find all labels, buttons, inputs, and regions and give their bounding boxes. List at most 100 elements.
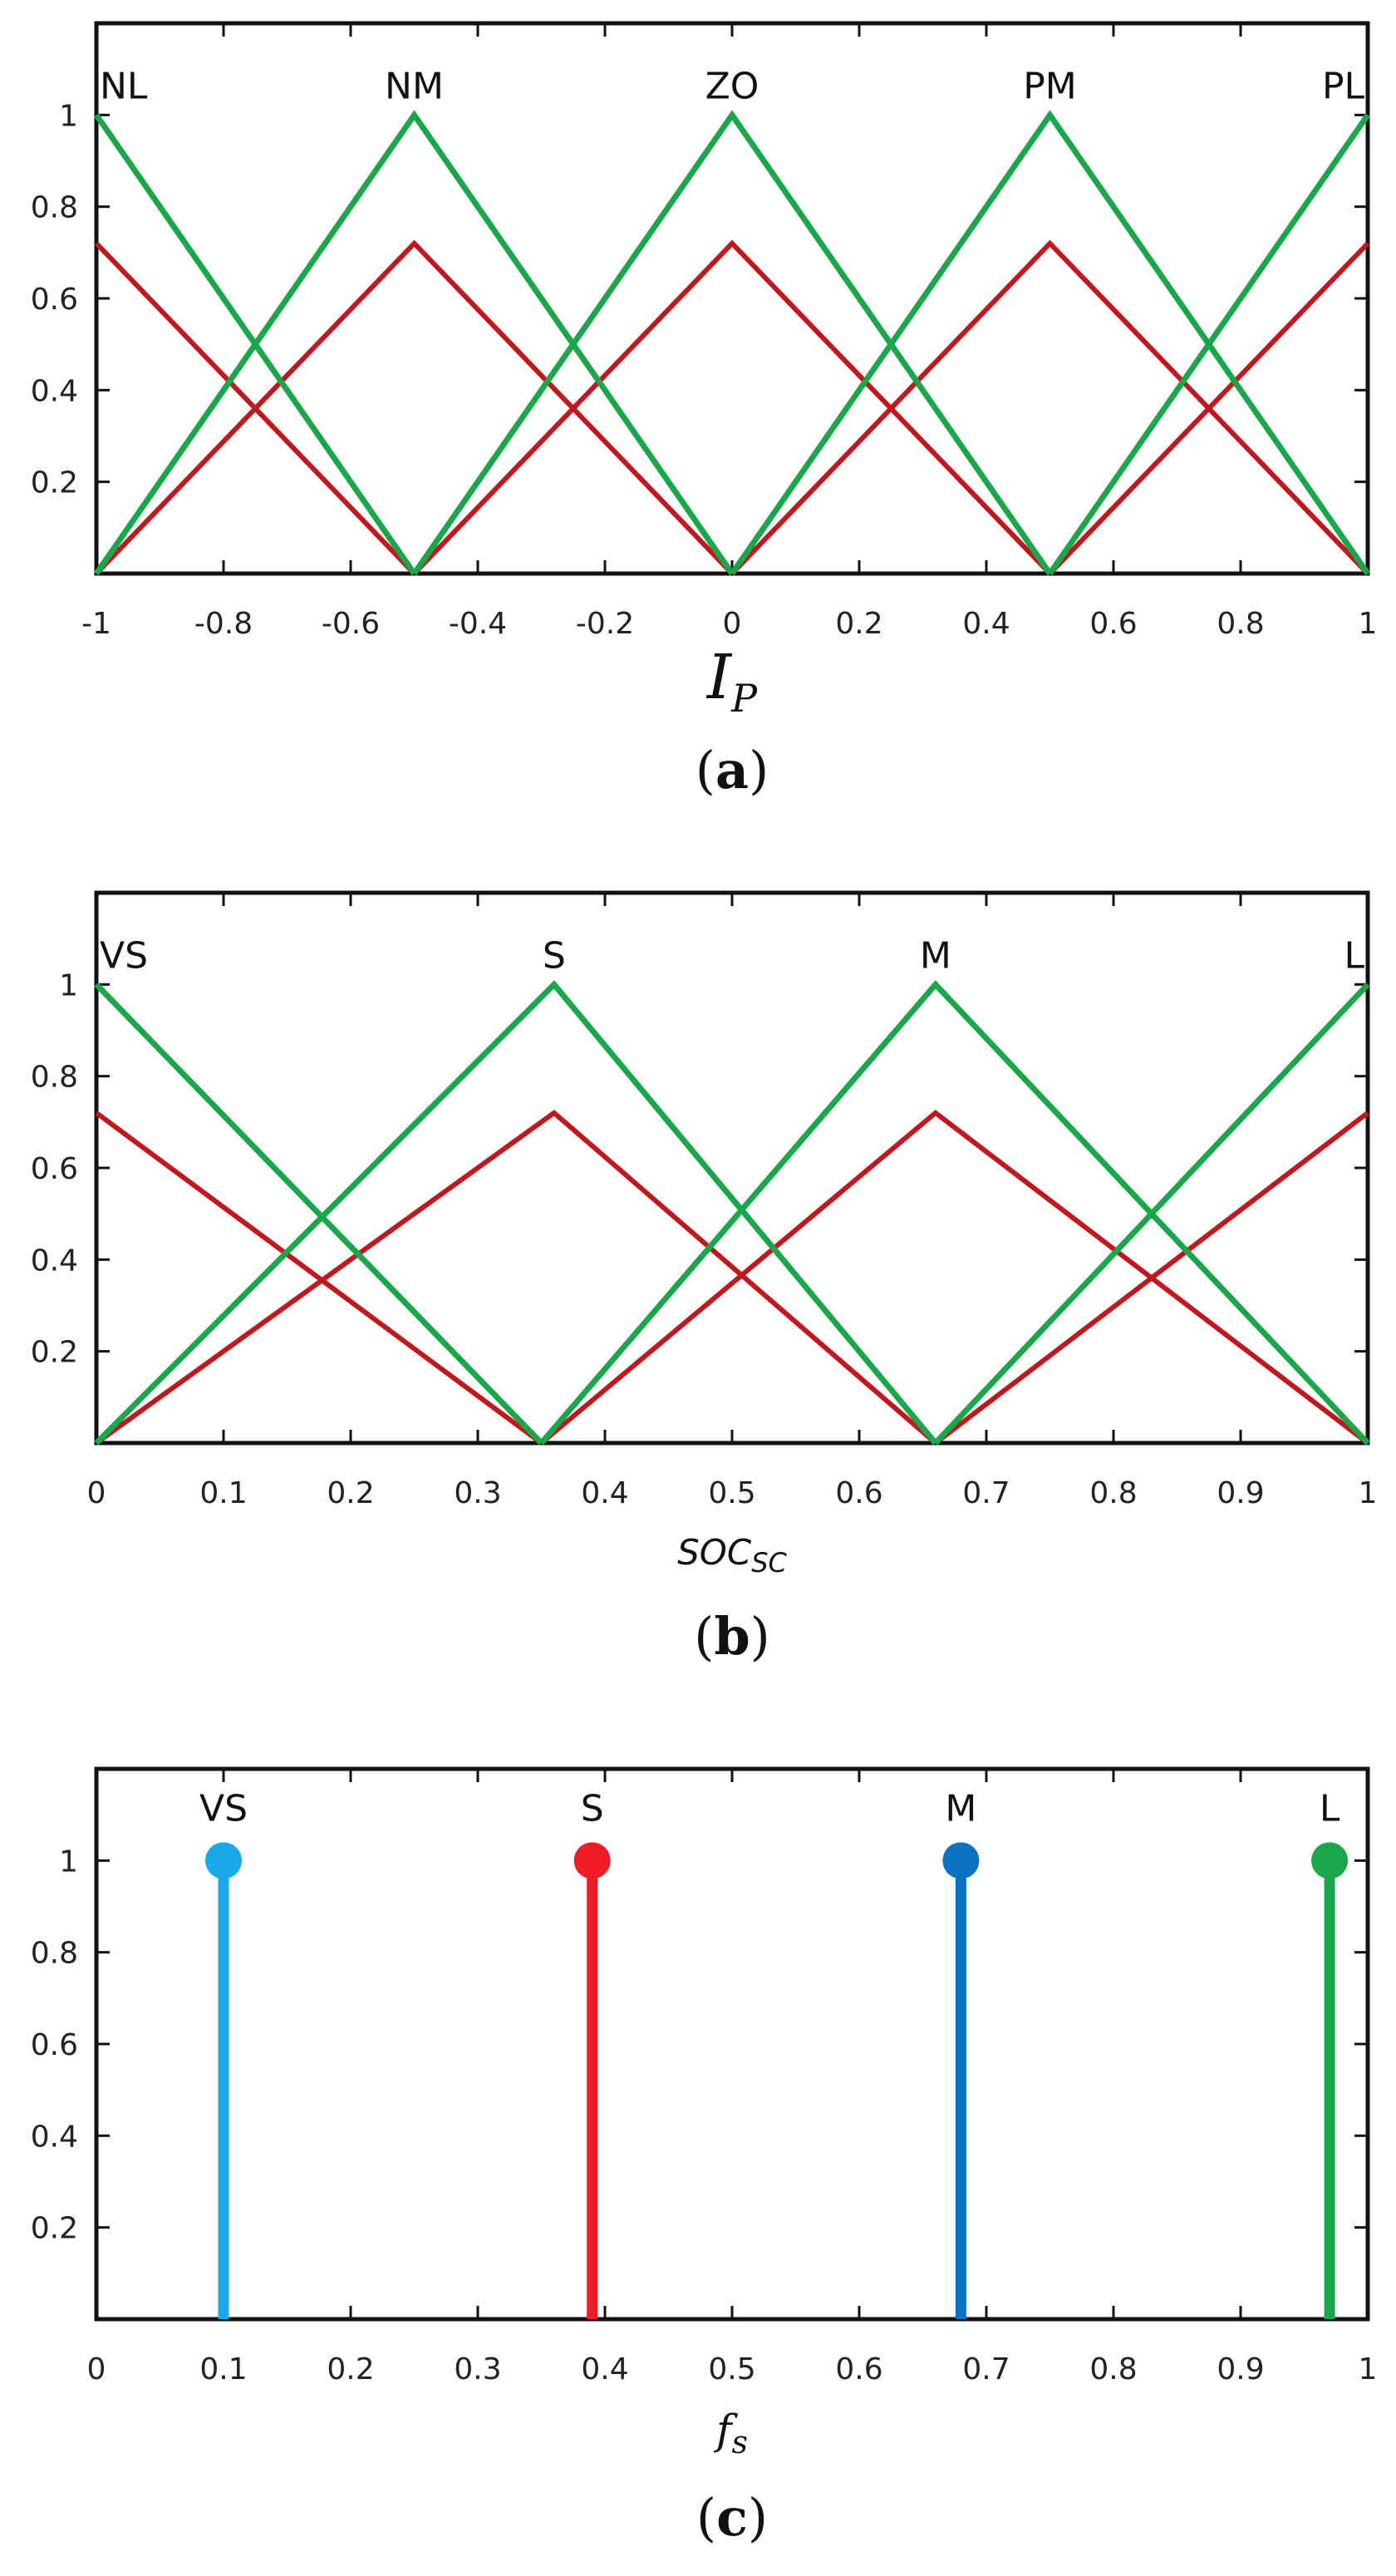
x-tick-label: 0.2 bbox=[835, 607, 882, 641]
y-tick-label: 0.8 bbox=[31, 1061, 78, 1095]
y-tick-label: 0.2 bbox=[31, 1336, 78, 1370]
y-tick-label: 0.8 bbox=[31, 1937, 78, 1971]
membership-line-upper-nm bbox=[94, 110, 735, 575]
membership-line-upper-m bbox=[538, 980, 1370, 1446]
panel-caption: (b) bbox=[694, 1606, 770, 1667]
y-tick-label: 0.4 bbox=[31, 374, 78, 408]
panel-caption: (c) bbox=[696, 2487, 768, 2548]
x-tick-label: 0.9 bbox=[1217, 1476, 1264, 1510]
stem-marker-l bbox=[1311, 1842, 1349, 1879]
x-tick-label: 0.9 bbox=[1217, 2352, 1264, 2386]
caption-close-paren: ) bbox=[750, 1606, 770, 1667]
x-tick-label: 0.3 bbox=[454, 1476, 501, 1510]
y-tick-label: 0.4 bbox=[31, 1244, 78, 1278]
x-tick-label: 0.6 bbox=[1089, 607, 1137, 641]
membership-line-lower-m bbox=[539, 1109, 1369, 1446]
x-tick-label: 0.6 bbox=[835, 2352, 882, 2386]
membership-line-upper-zo bbox=[411, 110, 1053, 575]
caption-letter: a bbox=[715, 740, 749, 800]
x-tick-label: -1 bbox=[81, 607, 111, 641]
x-tick-label: -0.6 bbox=[322, 607, 380, 641]
x-tick-label: 0 bbox=[723, 607, 742, 641]
x-tick-label: 0.6 bbox=[835, 1476, 882, 1510]
term-label-l: L bbox=[1344, 934, 1364, 977]
term-label-nm: NM bbox=[385, 65, 444, 107]
term-label-vs: VS bbox=[199, 1787, 248, 1830]
membership-line-lower-zo bbox=[412, 239, 1052, 576]
x-tick-label: -0.2 bbox=[576, 607, 634, 641]
x-axis-label: IP bbox=[705, 642, 758, 721]
plot-frame bbox=[94, 890, 1370, 1446]
x-tick-label: 0.7 bbox=[962, 1476, 1010, 1510]
x-tick-label: 0.8 bbox=[1217, 607, 1264, 641]
membership-line-upper-pl bbox=[1047, 113, 1370, 575]
x-tick-label: 0.5 bbox=[708, 1476, 755, 1510]
x-axis-label-subscript: SC bbox=[751, 1547, 787, 1579]
chart-panel-a: 0.2 0.4 0.6 0.8 1 -1 -0.8 -0.6 -0.4 -0.2 0 0.2 0.4 0.… bbox=[31, 21, 1378, 800]
caption-open-paren: ( bbox=[696, 740, 715, 800]
y-tick-label: 1 bbox=[59, 1845, 78, 1879]
term-label-s: S bbox=[543, 934, 566, 977]
caption-letter: c bbox=[716, 2487, 748, 2548]
x-axis-label: fs bbox=[713, 2406, 748, 2460]
y-tick-label: 0.2 bbox=[31, 2212, 78, 2246]
term-label-zo: ZO bbox=[705, 65, 759, 107]
x-axis-label-subscript: s bbox=[732, 2424, 749, 2460]
membership-line-upper-pm bbox=[730, 110, 1370, 575]
membership-line-lower-vs bbox=[95, 1111, 543, 1446]
x-tick-label: 0.1 bbox=[199, 2352, 247, 2386]
x-tick-label: 0.8 bbox=[1089, 2352, 1137, 2386]
stem-marker-m bbox=[942, 1842, 980, 1879]
x-tick-label: 0 bbox=[87, 2352, 106, 2386]
x-tick-label: 0 bbox=[87, 1476, 106, 1510]
term-label-m: M bbox=[945, 1787, 976, 1830]
term-label-nl: NL bbox=[100, 65, 148, 107]
term-label-m: M bbox=[920, 934, 951, 977]
x-axis-label-main: SOC bbox=[677, 1532, 752, 1573]
x-axis-label-subscript: P bbox=[730, 676, 758, 721]
term-label-pm: PM bbox=[1023, 65, 1077, 107]
x-tick-label: 0.2 bbox=[327, 2352, 374, 2386]
stem-marker-s bbox=[573, 1842, 611, 1879]
x-tick-label: 0.8 bbox=[1089, 1476, 1137, 1510]
caption-letter: b bbox=[714, 1606, 750, 1667]
caption-close-paren: ) bbox=[748, 2487, 768, 2548]
y-tick-label: 0.6 bbox=[31, 283, 78, 317]
x-axis-label: SOCSC bbox=[677, 1532, 787, 1579]
membership-line-upper-l bbox=[933, 982, 1370, 1446]
y-tick-label: 0.6 bbox=[31, 2028, 78, 2062]
y-tick-label: 0.4 bbox=[31, 2120, 78, 2154]
membership-line-upper-vs bbox=[94, 982, 544, 1446]
y-tick-label: 1 bbox=[59, 99, 78, 133]
x-tick-label: 0.2 bbox=[327, 1476, 374, 1510]
x-axis-label-main: I bbox=[705, 642, 733, 713]
membership-line-lower-pl bbox=[1048, 241, 1370, 576]
caption-close-paren: ) bbox=[749, 740, 769, 800]
y-tick-label: 1 bbox=[59, 968, 78, 1002]
x-tick-label: 1 bbox=[1359, 1476, 1378, 1510]
x-tick-label: 0.3 bbox=[454, 2352, 501, 2386]
x-tick-label: 0.1 bbox=[199, 1476, 247, 1510]
caption-open-paren: ( bbox=[694, 1606, 714, 1667]
term-label-pl: PL bbox=[1322, 65, 1365, 107]
y-tick-label: 0.8 bbox=[31, 191, 78, 225]
panel-caption: (a) bbox=[696, 740, 769, 800]
term-label-vs: VS bbox=[100, 934, 148, 977]
term-label-s: S bbox=[581, 1787, 604, 1830]
membership-line-upper-s bbox=[94, 980, 938, 1446]
x-tick-label: -0.8 bbox=[194, 607, 253, 641]
x-tick-label: 0.7 bbox=[962, 2352, 1010, 2386]
caption-open-paren: ( bbox=[696, 2487, 716, 2548]
chart-panel-c: 0.2 0.4 0.6 0.8 1 0 0.1 0.2 0.3 0.4 0.5 0.6 0.7 0.8 0.… bbox=[31, 1766, 1377, 2548]
x-tick-label: 0.4 bbox=[581, 2352, 628, 2386]
stem-marker-vs bbox=[205, 1842, 242, 1879]
plot-frame bbox=[94, 1766, 1370, 2322]
y-tick-label: 0.6 bbox=[31, 1152, 78, 1186]
membership-line-lower-l bbox=[933, 1111, 1369, 1446]
chart-panel-b: 0.2 0.4 0.6 0.8 1 0 0.1 0.2 0.3 0.4 0.5 0.6 0.7 0.8 0.… bbox=[31, 890, 1378, 1667]
membership-line-lower-pm bbox=[730, 239, 1370, 576]
x-tick-label: 0.4 bbox=[581, 1476, 628, 1510]
membership-line-lower-s bbox=[95, 1109, 937, 1446]
x-tick-label: 1 bbox=[1359, 607, 1378, 641]
